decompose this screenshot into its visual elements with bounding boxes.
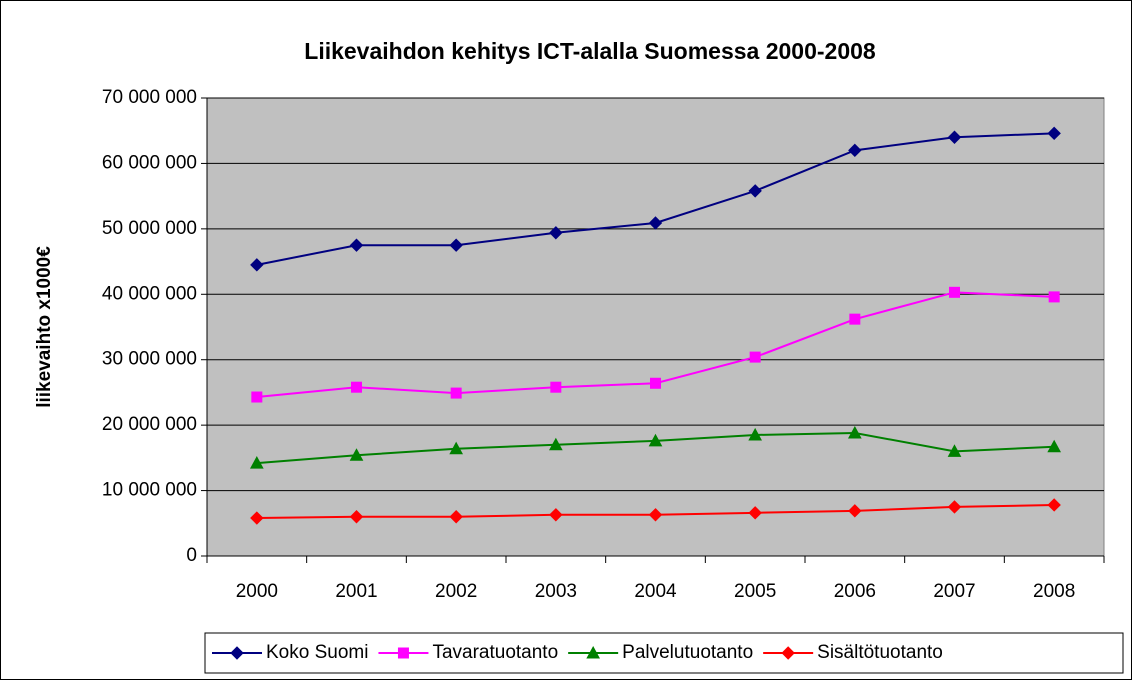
data-point — [349, 238, 364, 252]
y-tick-label: 30 000 000 — [102, 349, 197, 370]
legend-label: Palvelutuotanto — [622, 642, 753, 663]
data-point — [848, 504, 862, 518]
data-point — [847, 425, 862, 439]
x-tick-label: 2005 — [734, 581, 776, 602]
data-point — [650, 377, 661, 389]
data-point — [648, 433, 663, 447]
data-point — [449, 510, 463, 524]
y-tick-label: 20 000 000 — [102, 414, 197, 435]
data-point — [549, 508, 563, 522]
data-point — [349, 448, 364, 461]
legend-label: Koko Suomi — [266, 642, 368, 663]
legend-marker — [397, 647, 409, 659]
data-point — [548, 437, 563, 451]
legend-box — [204, 632, 1124, 674]
legend-label: Sisältötuotanto — [817, 642, 943, 663]
data-point — [947, 444, 962, 457]
legend: Koko Suomi Tavaratuotanto Palvelutuotanto S… — [204, 632, 1124, 674]
legend-label: Tavaratuotanto — [432, 642, 558, 663]
chart-title: Liikevaihdon kehitys ICT-alalla Suomessa… — [304, 38, 876, 64]
y-tick-label: 0 — [186, 545, 197, 566]
data-point — [1048, 291, 1060, 303]
y-tick-label: 60 000 000 — [102, 152, 197, 173]
data-point — [748, 427, 763, 441]
y-tick-label: 40 000 000 — [102, 283, 197, 304]
x-tick-label: 2004 — [634, 581, 677, 602]
data-point — [947, 130, 962, 144]
data-point — [550, 381, 562, 393]
data-point — [748, 184, 762, 198]
x-tick-label: 2006 — [834, 581, 876, 602]
legend-marker — [586, 645, 600, 659]
data-point — [1047, 498, 1061, 512]
data-point — [748, 506, 762, 520]
x-tick-label: 2001 — [335, 581, 377, 602]
data-point — [1047, 126, 1061, 141]
y-tick-label: 50 000 000 — [102, 218, 197, 239]
data-point — [849, 313, 861, 325]
legend-marker — [230, 646, 244, 660]
data-point — [449, 238, 463, 252]
data-point — [749, 351, 761, 363]
data-point — [848, 143, 862, 158]
data-point — [349, 510, 364, 524]
data-point — [250, 511, 264, 525]
plot-area — [206, 97, 1105, 557]
x-tick-label: 2000 — [236, 581, 278, 602]
data-point — [648, 508, 663, 522]
x-tick-label: 2002 — [435, 581, 477, 602]
data-point — [449, 441, 464, 455]
data-point — [250, 258, 264, 272]
data-point — [450, 387, 462, 399]
y-tick-label: 10 000 000 — [102, 480, 197, 501]
x-tick-label: 2008 — [1033, 581, 1075, 602]
data-point — [549, 226, 563, 240]
data-point — [351, 381, 362, 393]
data-point — [249, 456, 264, 469]
x-tick-label: 2003 — [535, 581, 577, 602]
data-point — [648, 216, 663, 230]
y-tick-label: 70 000 000 — [102, 87, 197, 108]
data-point — [949, 286, 960, 298]
data-point — [947, 500, 962, 514]
data-point — [1047, 439, 1062, 453]
y-axis-label: liikevaihto x1000€ — [34, 246, 55, 408]
legend-marker — [781, 646, 795, 660]
data-point — [251, 391, 263, 403]
x-tick-label: 2007 — [933, 581, 975, 602]
